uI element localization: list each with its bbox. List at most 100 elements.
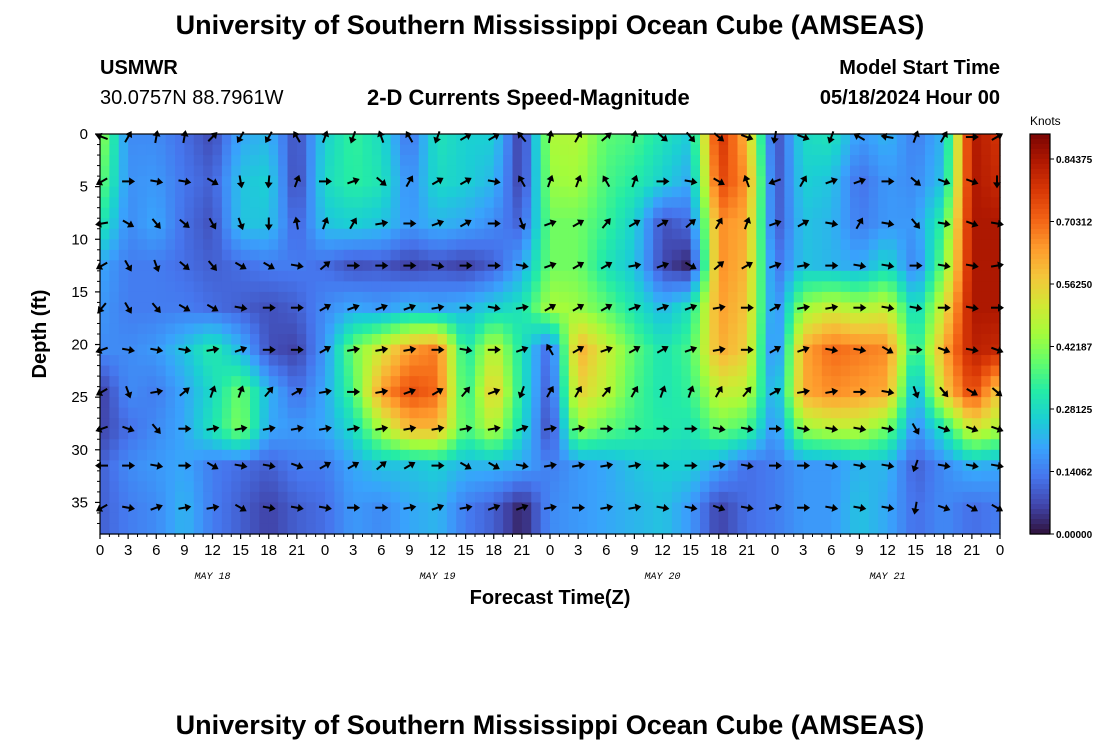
- heatmap-cell: [475, 491, 485, 504]
- heatmap-cell: [175, 186, 185, 198]
- heatmap-cell: [381, 155, 392, 167]
- heatmap-cell: [625, 439, 635, 451]
- heatmap-cell: [418, 418, 429, 430]
- heatmap-cell: [709, 481, 720, 493]
- heatmap-cell: [240, 428, 251, 440]
- heatmap-cell: [409, 407, 420, 419]
- heatmap-cell: [625, 344, 635, 356]
- heatmap-cell: [165, 449, 176, 461]
- heatmap-cell: [831, 155, 842, 167]
- heatmap-cell: [512, 386, 523, 398]
- heatmap-cell: [418, 449, 429, 461]
- heatmap-cell: [278, 323, 289, 335]
- heatmap-cell: [615, 344, 626, 356]
- heatmap-cell: [925, 428, 935, 440]
- x-tick-label: 15: [457, 542, 474, 559]
- heatmap-cell: [437, 281, 448, 293]
- heatmap-cell: [793, 512, 804, 525]
- heatmap-cell: [137, 460, 148, 472]
- heatmap-cell: [550, 439, 560, 451]
- heatmap-cell: [896, 218, 907, 230]
- heatmap-cell: [465, 386, 476, 398]
- heatmap-cell: [484, 334, 495, 346]
- heatmap-cell: [456, 155, 467, 167]
- current-arrow: [262, 503, 276, 512]
- current-arrow: [431, 219, 445, 227]
- heatmap-cell: [868, 270, 879, 282]
- heatmap-cell: [653, 270, 664, 282]
- heatmap-cell: [409, 460, 420, 472]
- heatmap-cell: [850, 449, 860, 461]
- heatmap-cell: [296, 470, 307, 482]
- heatmap-cell: [484, 281, 495, 293]
- heatmap-cell: [128, 418, 139, 430]
- current-arrow: [965, 461, 979, 470]
- heatmap-cell: [146, 502, 157, 514]
- heatmap-cell: [240, 323, 251, 335]
- heatmap-cell: [653, 334, 664, 346]
- heatmap-cell: [840, 228, 851, 240]
- heatmap-cell: [231, 218, 242, 230]
- heatmap-cell: [165, 491, 176, 504]
- heatmap-cell: [315, 428, 326, 440]
- heatmap-cell: [850, 502, 860, 514]
- heatmap-cell: [409, 239, 420, 251]
- heatmap-cell: [971, 428, 982, 440]
- heatmap-cell: [193, 249, 204, 261]
- colorbar-segment: [1030, 414, 1050, 420]
- heatmap-cell: [465, 176, 476, 188]
- heatmap-cell: [840, 207, 851, 219]
- heatmap-cell: [296, 386, 307, 398]
- heatmap-cell: [821, 144, 832, 156]
- heatmap-cell: [578, 270, 589, 282]
- heatmap-cell: [334, 460, 345, 472]
- heatmap-cell: [446, 470, 457, 482]
- heatmap-cell: [718, 470, 729, 482]
- heatmap-cell: [109, 249, 120, 261]
- heatmap-cell: [850, 512, 860, 525]
- heatmap-cell: [550, 344, 560, 356]
- heatmap-cell: [250, 355, 260, 367]
- heatmap-cell: [625, 365, 635, 377]
- heatmap-cell: [362, 186, 373, 198]
- heatmap-cell: [953, 260, 964, 272]
- heatmap-cell: [400, 186, 410, 198]
- heatmap-cell: [859, 491, 870, 504]
- heatmap-cell: [465, 449, 476, 461]
- current-arrow: [234, 503, 247, 512]
- heatmap-cell: [803, 176, 814, 188]
- heatmap-cell: [840, 281, 851, 293]
- heatmap-cell: [559, 470, 570, 482]
- heatmap-cell: [831, 270, 842, 282]
- heatmap-cell: [512, 449, 523, 461]
- current-arrow: [237, 217, 245, 231]
- heatmap-cell: [756, 376, 767, 388]
- colorbar: Knots 0.843750.703120.562500.421870.2812…: [1029, 114, 1093, 541]
- current-arrow: [965, 133, 979, 141]
- heatmap-cell: [137, 376, 148, 388]
- heatmap-cell: [653, 491, 664, 504]
- heatmap-cell: [156, 481, 167, 493]
- heatmap-cell: [737, 260, 748, 272]
- heatmap-cell: [437, 418, 448, 430]
- heatmap-cell: [381, 291, 392, 304]
- heatmap-cell: [728, 502, 739, 514]
- current-arrow: [459, 133, 472, 141]
- heatmap-cell: [109, 239, 120, 251]
- current-arrow: [937, 425, 951, 433]
- heatmap-cell: [793, 344, 804, 356]
- heatmap-cell: [343, 418, 354, 430]
- heatmap-cell: [831, 323, 842, 335]
- heatmap-cell: [100, 470, 110, 482]
- heatmap-cell: [634, 397, 645, 409]
- heatmap-cell: [821, 460, 832, 472]
- heatmap-cell: [671, 365, 682, 377]
- heatmap-cell: [240, 334, 251, 346]
- current-arrow: [122, 425, 135, 433]
- heatmap-cell: [971, 197, 982, 209]
- heatmap-cell: [728, 397, 739, 409]
- heatmap-cell: [681, 260, 692, 272]
- heatmap-cell: [709, 197, 720, 209]
- heatmap-cell: [325, 260, 335, 272]
- heatmap-cell: [531, 239, 542, 251]
